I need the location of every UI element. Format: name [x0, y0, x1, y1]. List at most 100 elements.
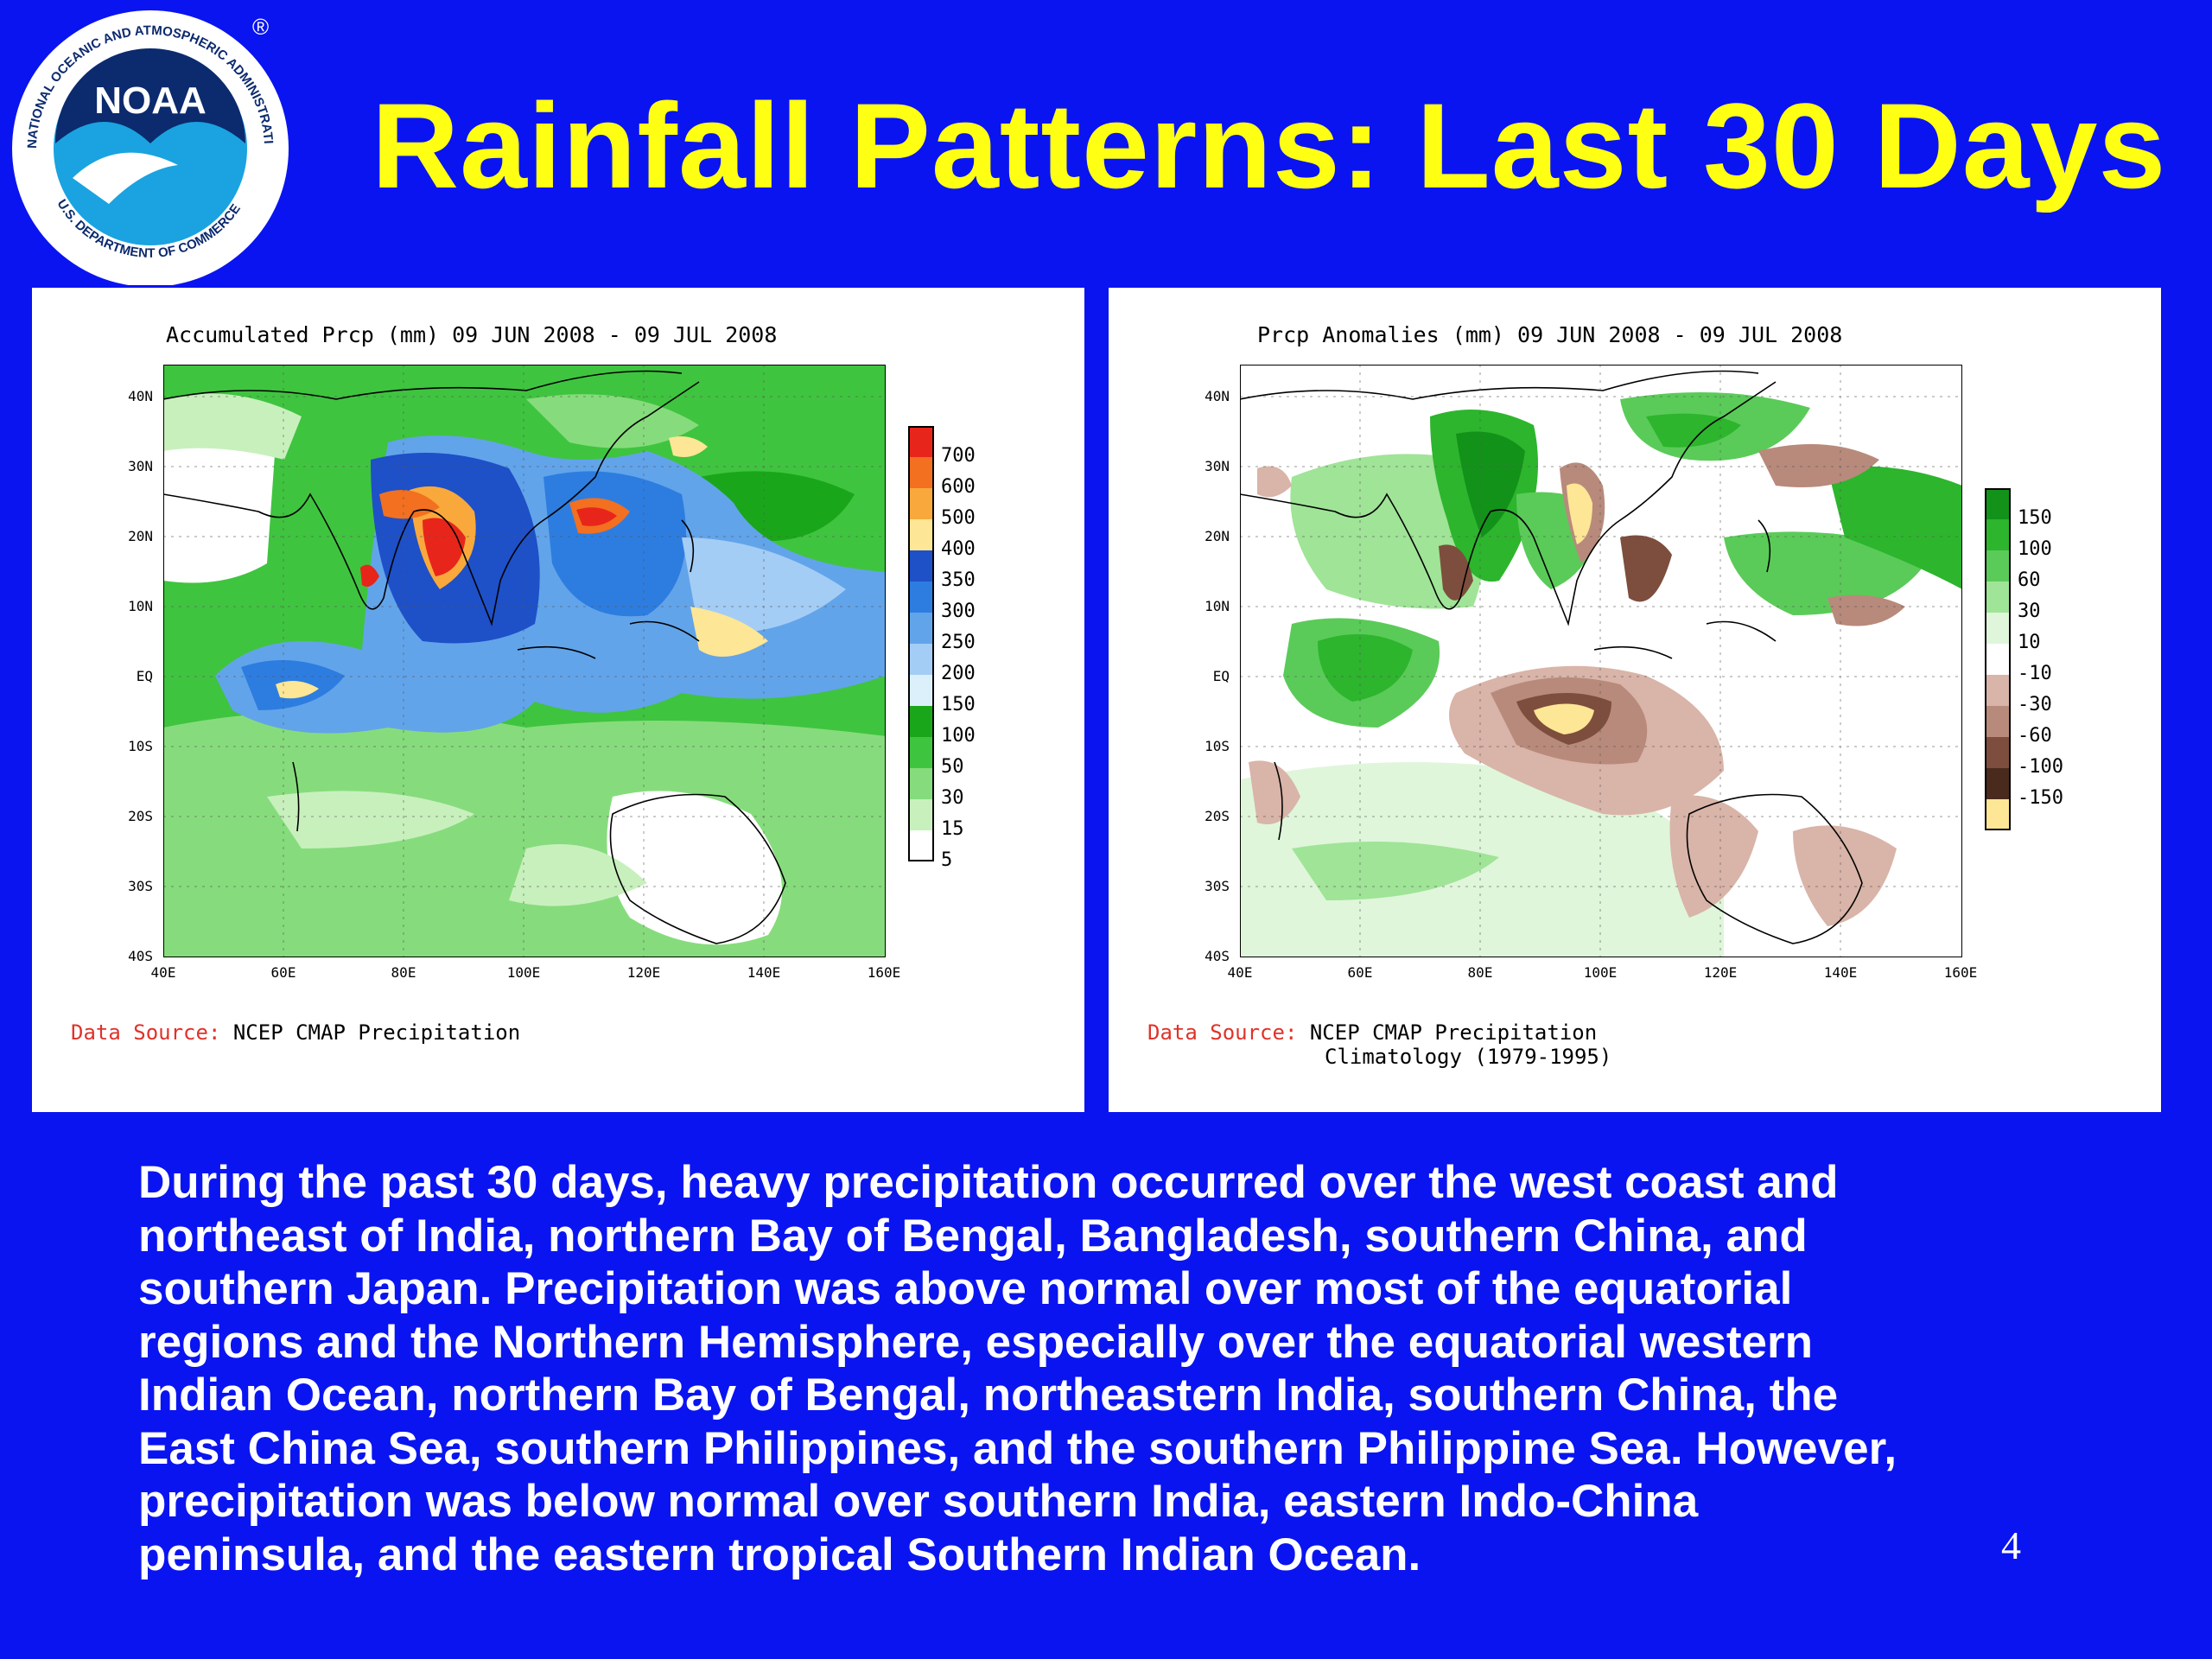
precip-anomalies-map — [1240, 365, 1962, 957]
legend-colorbar — [908, 426, 934, 861]
lon-label: 120E — [1703, 964, 1738, 981]
precip-anomalies-panel: Prcp Anomalies (mm) 09 JUN 2008 - 09 JUL… — [1109, 288, 2161, 1112]
lon-label: 80E — [1467, 964, 1493, 981]
lon-label: 60E — [270, 964, 296, 981]
legend-swatch — [1985, 644, 2011, 675]
legend-label: 30 — [2018, 601, 2041, 622]
summary-line: East China Sea, southern Philippines, an… — [138, 1422, 1897, 1474]
accumulated-precip-map — [163, 365, 886, 957]
legend-swatch — [908, 550, 934, 582]
climatology-note: Climatology (1979-1995) — [1325, 1045, 1612, 1069]
summary-text: During the past 30 days, heavy precipita… — [138, 1156, 2074, 1581]
summary-line: Indian Ocean, northern Bay of Bengal, no… — [138, 1370, 1839, 1421]
lat-label: EQ — [136, 668, 153, 684]
lon-label: 100E — [506, 964, 541, 981]
logo-wordmark: NOAA — [94, 79, 207, 122]
legend-label: 500 — [941, 507, 976, 529]
legend-swatch — [1985, 519, 2011, 550]
lat-label: 40N — [1205, 388, 1230, 404]
legend-label: 300 — [941, 601, 976, 622]
legend-label: 100 — [2018, 538, 2052, 560]
legend-swatch — [908, 582, 934, 613]
legend-swatch — [908, 613, 934, 644]
lat-label: 10S — [128, 738, 153, 754]
legend-swatch — [1985, 737, 2011, 768]
data-source-value: NCEP CMAP Precipitation — [1309, 1020, 1598, 1045]
legend-swatch — [1985, 582, 2011, 613]
legend-label: -30 — [2018, 694, 2052, 715]
lat-label: 20S — [1205, 808, 1230, 824]
legend-label: 30 — [941, 787, 964, 809]
legend-label: 10 — [2018, 632, 2041, 653]
lat-label: 30S — [1205, 878, 1230, 894]
legend-label: 60 — [2018, 569, 2041, 591]
lat-label: 40N — [128, 388, 153, 404]
legend-swatch — [1985, 488, 2011, 519]
legend-swatch — [908, 706, 934, 737]
data-source-value: NCEP CMAP Precipitation — [232, 1020, 521, 1045]
map-title: Prcp Anomalies (mm) 09 JUN 2008 - 09 JUL… — [1257, 322, 1843, 347]
legend-swatch — [1985, 550, 2011, 582]
summary-line: peninsula, and the eastern tropical Sout… — [138, 1529, 1421, 1580]
legend-label: -150 — [2018, 787, 2063, 809]
legend-swatch — [1985, 675, 2011, 706]
legend-swatch — [1985, 706, 2011, 737]
accumulated-precip-panel: Accumulated Prcp (mm) 09 JUN 2008 - 09 J… — [32, 288, 1084, 1112]
map-title: Accumulated Prcp (mm) 09 JUN 2008 - 09 J… — [166, 322, 778, 347]
legend-swatch — [908, 768, 934, 799]
summary-line: precipitation was below normal over sout… — [138, 1476, 1699, 1527]
summary-line: During the past 30 days, heavy precipita… — [138, 1157, 1839, 1208]
legend-label: 5 — [941, 849, 953, 871]
legend-label: 15 — [941, 818, 964, 840]
legend-label: 400 — [941, 538, 976, 560]
data-source-label: Data Source: — [71, 1020, 221, 1045]
legend-swatch — [908, 675, 934, 706]
lon-label: 140E — [1823, 964, 1858, 981]
legend-label: 100 — [941, 725, 976, 747]
summary-line: regions and the Northern Hemisphere, esp… — [138, 1316, 1814, 1368]
lon-label: 60E — [1347, 964, 1373, 981]
data-source: Data Source: NCEP CMAP Precipitation — [71, 1020, 520, 1045]
lon-label: 80E — [391, 964, 416, 981]
slide-title: Rainfall Patterns: Last 30 Days — [372, 78, 2167, 213]
legend-label: 350 — [941, 569, 976, 591]
legend-swatch — [908, 519, 934, 550]
lat-label: 40S — [1205, 948, 1230, 964]
lat-label: 30S — [128, 878, 153, 894]
lon-label: 160E — [1943, 964, 1978, 981]
legend-swatch — [908, 799, 934, 830]
summary-line: northeast of India, northern Bay of Beng… — [138, 1210, 1808, 1262]
legend-label: 600 — [941, 476, 976, 498]
lat-label: 10N — [1205, 598, 1230, 614]
lon-label: 40E — [150, 964, 176, 981]
lat-label: EQ — [1212, 668, 1230, 684]
lat-label: 30N — [1205, 458, 1230, 474]
noaa-logo: NOAA NATIONAL OCEANIC AND ATMOSPHERIC AD… — [0, 0, 296, 287]
lat-label: 20N — [1205, 528, 1230, 544]
legend-label: -10 — [2018, 663, 2052, 684]
legend-label: 50 — [941, 756, 964, 778]
lat-label: 20N — [128, 528, 153, 544]
legend-swatch — [908, 457, 934, 488]
legend-label: -60 — [2018, 725, 2052, 747]
legend-swatch — [1985, 768, 2011, 799]
legend-label: 150 — [2018, 507, 2052, 529]
lon-label: 160E — [867, 964, 901, 981]
lon-label: 100E — [1583, 964, 1618, 981]
legend-swatch — [908, 426, 934, 457]
lat-label: 10S — [1205, 738, 1230, 754]
legend-swatch — [908, 488, 934, 519]
data-source-label: Data Source: — [1147, 1020, 1298, 1045]
legend-swatch — [908, 644, 934, 675]
legend-label: 150 — [941, 694, 976, 715]
page-number: 4 — [2001, 1523, 2021, 1567]
legend-label: 200 — [941, 663, 976, 684]
legend-label: 700 — [941, 445, 976, 467]
legend-label: -100 — [2018, 756, 2063, 778]
legend-swatch — [1985, 613, 2011, 644]
lat-label: 20S — [128, 808, 153, 824]
legend-colorbar — [1985, 488, 2011, 830]
lon-label: 120E — [626, 964, 661, 981]
data-source: Data Source: NCEP CMAP Precipitation — [1147, 1020, 1597, 1045]
lon-label: 140E — [747, 964, 781, 981]
